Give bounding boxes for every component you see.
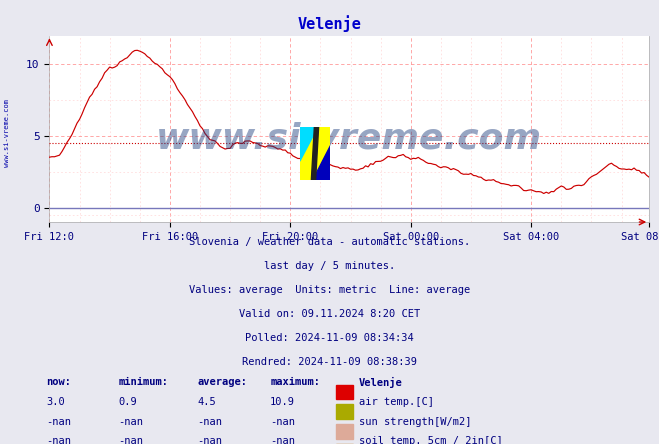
Text: Polled: 2024-11-09 08:34:34: Polled: 2024-11-09 08:34:34 [245, 333, 414, 343]
Text: minimum:: minimum: [119, 377, 169, 387]
Polygon shape [311, 127, 319, 180]
Text: Valid on: 09.11.2024 8:20 CET: Valid on: 09.11.2024 8:20 CET [239, 309, 420, 319]
Text: average:: average: [198, 377, 248, 387]
Text: 3.0: 3.0 [46, 397, 65, 407]
Text: now:: now: [46, 377, 71, 387]
Text: -nan: -nan [119, 436, 144, 444]
Text: -nan: -nan [46, 436, 71, 444]
Text: soil temp. 5cm / 2in[C]: soil temp. 5cm / 2in[C] [359, 436, 503, 444]
Text: 0.9: 0.9 [119, 397, 137, 407]
Text: Values: average  Units: metric  Line: average: Values: average Units: metric Line: aver… [189, 285, 470, 295]
Bar [336, 424, 353, 439]
Text: Velenje: Velenje [298, 16, 361, 32]
Text: -nan: -nan [270, 416, 295, 427]
Polygon shape [300, 127, 318, 161]
Text: Velenje: Velenje [359, 377, 403, 388]
Text: 4.5: 4.5 [198, 397, 216, 407]
Text: last day / 5 minutes.: last day / 5 minutes. [264, 261, 395, 271]
Text: air temp.[C]: air temp.[C] [359, 397, 434, 407]
Text: -nan: -nan [119, 416, 144, 427]
Text: www.si-vreme.com: www.si-vreme.com [156, 121, 542, 155]
Text: 10.9: 10.9 [270, 397, 295, 407]
Text: -nan: -nan [270, 436, 295, 444]
Bar [336, 404, 353, 419]
Text: -nan: -nan [198, 436, 223, 444]
Text: Rendred: 2024-11-09 08:38:39: Rendred: 2024-11-09 08:38:39 [242, 357, 417, 367]
Text: Slovenia / weather data - automatic stations.: Slovenia / weather data - automatic stat… [189, 237, 470, 247]
Text: sun strength[W/m2]: sun strength[W/m2] [359, 416, 472, 427]
Polygon shape [312, 145, 330, 180]
Text: www.si-vreme.com: www.si-vreme.com [3, 99, 10, 167]
Text: maximum:: maximum: [270, 377, 320, 387]
Bar [336, 385, 353, 399]
Text: -nan: -nan [46, 416, 71, 427]
Text: -nan: -nan [198, 416, 223, 427]
